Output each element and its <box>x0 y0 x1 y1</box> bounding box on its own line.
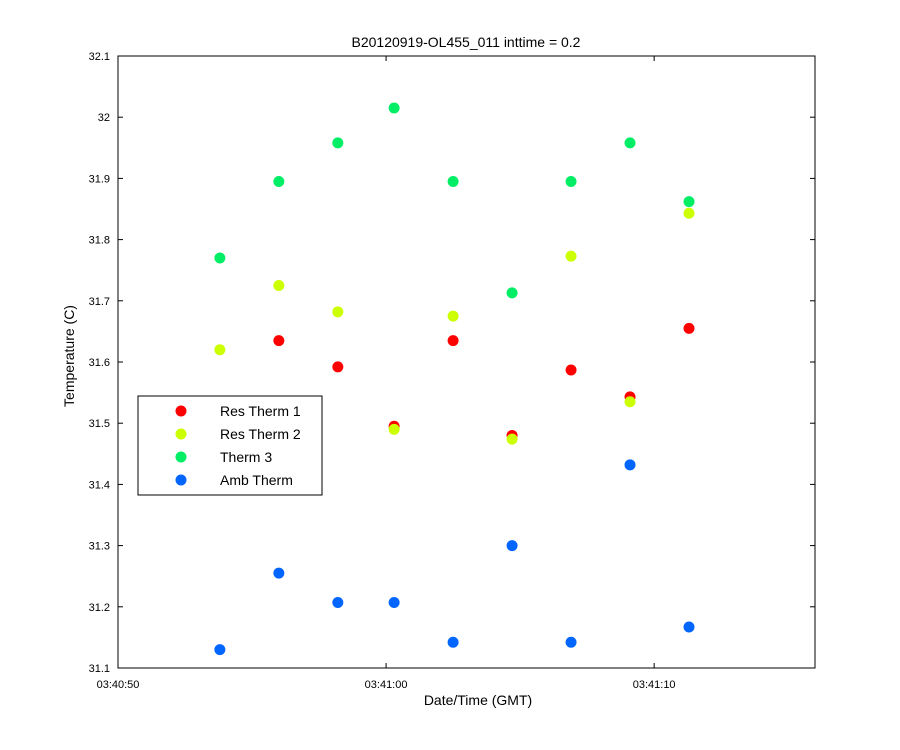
y-tick-label: 31.3 <box>89 541 110 553</box>
data-point <box>273 567 285 579</box>
data-point <box>214 644 226 656</box>
y-tick-label: 31.2 <box>89 602 110 614</box>
data-point <box>683 207 695 219</box>
y-tick-label: 31.7 <box>89 296 110 308</box>
data-point <box>273 175 285 187</box>
data-point <box>565 636 577 648</box>
series-1 <box>214 207 695 445</box>
data-point <box>447 310 459 322</box>
legend-label: Amb Therm <box>220 472 293 488</box>
y-axis-label: Temperature (C) <box>61 305 77 407</box>
data-point <box>624 396 636 408</box>
data-point <box>214 252 226 264</box>
data-point <box>273 335 285 347</box>
legend-box <box>137 395 323 496</box>
data-point <box>214 344 226 356</box>
x-tick-label: 03:41:10 <box>633 679 676 691</box>
chart-title: B20120919-OL455_011 inttime = 0.2 <box>352 34 581 50</box>
y-tick-label: 31.6 <box>89 357 110 369</box>
data-point <box>332 597 344 609</box>
data-point <box>506 433 518 445</box>
x-axis-label: Date/Time (GMT) <box>424 692 532 708</box>
legend: Res Therm 1 Res Therm 2 Therm 3 Amb Therm <box>137 395 323 496</box>
data-point <box>683 621 695 633</box>
data-point <box>565 364 577 376</box>
plot-frame <box>117 55 816 669</box>
data-point <box>565 250 577 262</box>
data-point <box>624 459 636 471</box>
legend-marker <box>175 451 187 463</box>
legend-label: Therm 3 <box>220 449 272 465</box>
data-points <box>214 102 695 656</box>
legend-marker <box>175 405 187 417</box>
y-tick-label: 32 <box>98 112 110 124</box>
legend-label: Res Therm 1 <box>220 403 301 419</box>
data-point <box>447 636 459 648</box>
plot-area <box>117 55 816 669</box>
y-axis: 31.1 31.2 31.3 31.4 31.5 31.6 31.7 31.8 31.9 32 32… <box>89 51 815 675</box>
legend-marker <box>175 474 187 486</box>
y-tick-label: 31.4 <box>89 479 110 491</box>
data-point <box>388 102 400 114</box>
series-3 <box>214 459 695 656</box>
y-tick-label: 32.1 <box>89 51 110 63</box>
x-axis: 03:40:50 03:41:00 03:41:10 <box>97 56 676 691</box>
x-tick-label: 03:41:00 <box>365 679 408 691</box>
data-point <box>388 423 400 435</box>
data-point <box>447 175 459 187</box>
y-tick-label: 31.8 <box>89 235 110 247</box>
data-point <box>506 287 518 299</box>
data-point <box>683 322 695 334</box>
data-point <box>506 540 518 552</box>
y-tick-label: 31.9 <box>89 173 110 185</box>
data-point <box>273 280 285 291</box>
data-point <box>332 361 344 373</box>
data-point <box>388 597 400 609</box>
series-2 <box>214 102 695 299</box>
data-point <box>624 137 636 149</box>
data-point <box>332 137 344 149</box>
legend-label: Res Therm 2 <box>220 426 301 442</box>
y-tick-label: 31.5 <box>89 418 110 430</box>
y-tick-label: 31.1 <box>89 663 110 675</box>
data-point <box>565 175 577 187</box>
legend-marker <box>175 428 187 440</box>
x-tick-label: 03:40:50 <box>97 679 140 691</box>
data-point <box>447 335 459 347</box>
data-point <box>683 196 695 208</box>
data-point <box>332 306 344 318</box>
